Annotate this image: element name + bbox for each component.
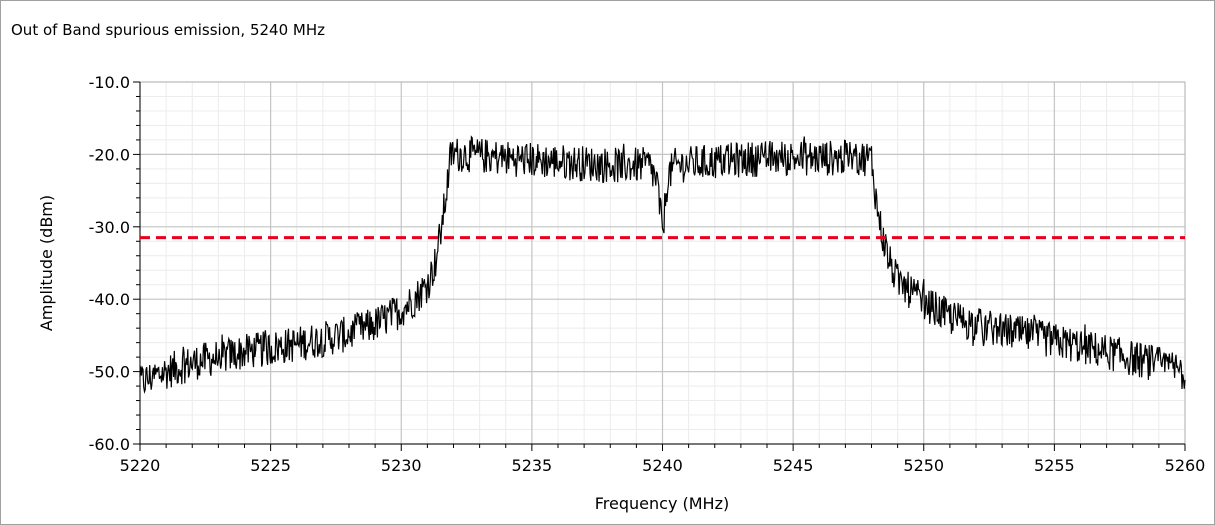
y-tick-label: -50.0 bbox=[89, 363, 130, 382]
x-tick-label: 5245 bbox=[773, 456, 814, 475]
y-tick-label: -30.0 bbox=[89, 218, 130, 237]
x-tick-label: 5220 bbox=[120, 456, 161, 475]
x-tick-label: 5250 bbox=[903, 456, 944, 475]
y-tick-label: -10.0 bbox=[89, 73, 130, 92]
y-tick-label: -60.0 bbox=[89, 435, 130, 454]
series-layer bbox=[139, 135, 1186, 394]
chart-title: Out of Band spurious emission, 5240 MHz bbox=[11, 21, 325, 39]
y-tick-label: -20.0 bbox=[89, 145, 130, 164]
y-axis-title: Amplitude (dBm) bbox=[37, 195, 56, 331]
x-axis-title: Frequency (MHz) bbox=[595, 494, 729, 513]
x-tick-label: 5230 bbox=[381, 456, 422, 475]
series-line bbox=[139, 135, 1186, 394]
x-tick-label: 5235 bbox=[512, 456, 553, 475]
x-axis: 5220 5225 5230 5235 5240 5245 5250 5255 5260 bbox=[120, 443, 1206, 475]
x-tick-label: 5225 bbox=[250, 456, 291, 475]
x-tick-label: 5260 bbox=[1165, 456, 1206, 475]
y-tick-label: -40.0 bbox=[89, 290, 130, 309]
y-axis: -60.0 -50.0 -40.0 -30.0 -20.0 -10.0 bbox=[89, 73, 141, 454]
x-tick-label: 5255 bbox=[1034, 456, 1075, 475]
x-tick-label: 5240 bbox=[642, 456, 683, 475]
